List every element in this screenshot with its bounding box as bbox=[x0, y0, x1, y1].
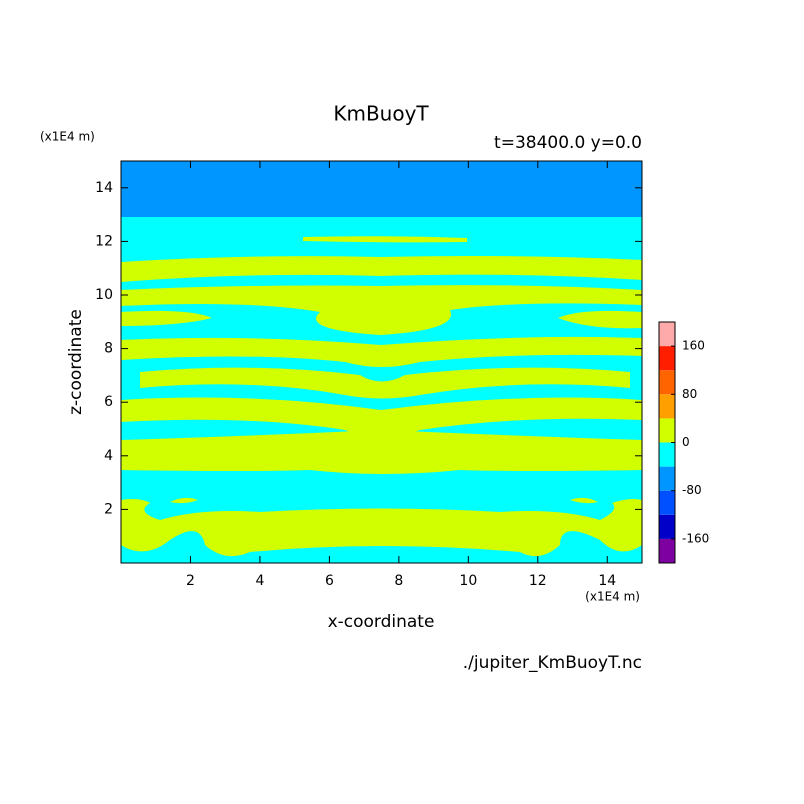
colorbar-tick-label: -160 bbox=[682, 531, 709, 545]
colorbar-swatch bbox=[659, 346, 675, 371]
contour-fill bbox=[121, 499, 642, 557]
chart-subtitle: t=38400.0 y=0.0 bbox=[494, 133, 642, 153]
plot-frame bbox=[120, 160, 643, 564]
colorbar-swatch bbox=[659, 538, 675, 563]
contour-fill bbox=[121, 397, 642, 438]
x-tick-label: 10 bbox=[459, 573, 477, 589]
colorbar-tick-label: 160 bbox=[682, 339, 705, 353]
x-tick-label: 8 bbox=[394, 573, 403, 589]
contour-fill bbox=[140, 367, 630, 399]
y-tick-label: 2 bbox=[104, 501, 113, 517]
contour-fill bbox=[121, 430, 642, 474]
colorbar-tick-label: 0 bbox=[682, 435, 690, 449]
colorbar-swatch bbox=[659, 466, 675, 491]
colorbar-swatch bbox=[659, 394, 675, 419]
x-unit: (x1E4 m) bbox=[585, 590, 640, 604]
y-tick-label: 6 bbox=[104, 394, 113, 410]
colorbar: -160 -80 0 80 160 bbox=[658, 321, 709, 564]
contour-fill bbox=[121, 285, 642, 335]
y-unit: (x1E4 m) bbox=[40, 130, 95, 144]
contour-fill bbox=[121, 310, 642, 329]
colorbar-tick-label: 80 bbox=[682, 387, 697, 401]
colorbar-swatch bbox=[659, 514, 675, 539]
colorbar-swatch bbox=[659, 322, 675, 347]
y-tick-label: 10 bbox=[95, 287, 113, 303]
chart-title: KmBuoyT bbox=[333, 102, 429, 126]
y-tick-label: 4 bbox=[104, 448, 113, 464]
colorbar-swatch bbox=[659, 490, 675, 515]
y-axis-label: z-coordinate bbox=[66, 309, 86, 415]
x-tick-label: 6 bbox=[325, 573, 334, 589]
x-tick-label: 12 bbox=[529, 573, 547, 589]
contour-fill bbox=[121, 161, 642, 217]
colorbar-tick-label: -80 bbox=[682, 483, 702, 497]
file-label: ./jupiter_KmBuoyT.nc bbox=[463, 653, 642, 673]
colorbar-swatch bbox=[659, 370, 675, 395]
x-tick-label: 4 bbox=[255, 573, 264, 589]
contour-fill bbox=[121, 336, 642, 367]
contour-field bbox=[121, 161, 642, 563]
contour-fill bbox=[121, 256, 642, 282]
colorbar-swatch bbox=[659, 418, 675, 443]
x-tick-label: 2 bbox=[186, 573, 195, 589]
y-tick-label: 14 bbox=[95, 180, 113, 196]
x-tick-label: 14 bbox=[598, 573, 616, 589]
y-tick-label: 8 bbox=[104, 341, 113, 357]
x-axis-label: x-coordinate bbox=[328, 612, 435, 632]
contour-fill bbox=[303, 236, 467, 243]
colorbar-swatch bbox=[659, 442, 675, 467]
y-tick-label: 12 bbox=[95, 233, 113, 249]
